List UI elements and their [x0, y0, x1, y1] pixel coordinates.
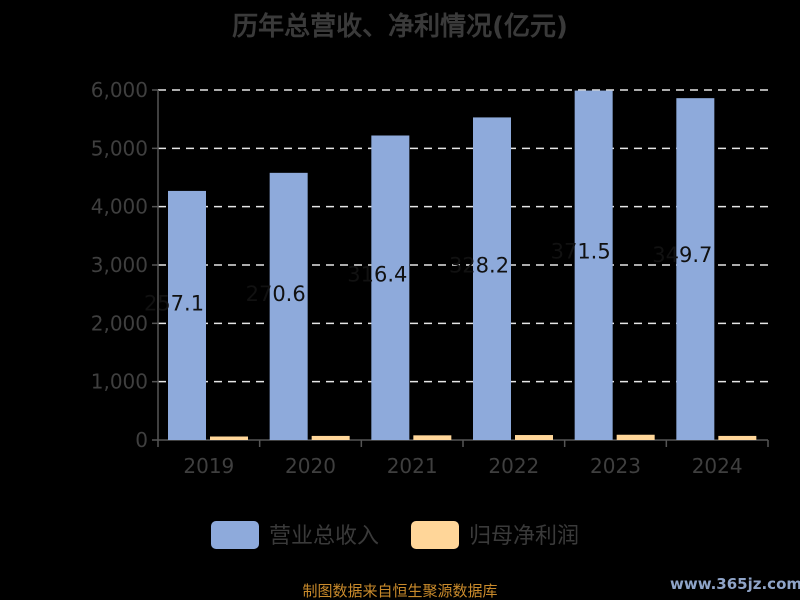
x-tick-label: 2021 — [387, 454, 438, 478]
x-tick-label: 2024 — [692, 454, 743, 478]
data-label-revenue: 371.5 — [551, 239, 611, 263]
bar-net-profit[interactable] — [718, 435, 757, 440]
data-label-revenue: 349.7 — [652, 243, 712, 267]
bar-net-profit[interactable] — [515, 435, 553, 440]
legend: 营业总收入 归母净利润 — [211, 521, 579, 549]
data-source-note: 制图数据来自恒生聚源数据库 — [302, 582, 497, 600]
y-tick-label: 1,000 — [91, 370, 148, 394]
axes: 0 1,000 2,000 3,000 4,000 5,000 6,000 2019 2020 2… — [91, 78, 769, 478]
watermark-text: www.365jz.com — [670, 575, 800, 593]
data-labels: 257.1 270.6 316.4 328.2 371.5 349.7 — [144, 239, 712, 315]
grid-lines — [158, 89, 768, 383]
y-tick-label: 0 — [135, 428, 148, 452]
legend-swatch-revenue — [211, 521, 259, 549]
legend-item-net-profit[interactable]: 归母净利润 — [411, 521, 579, 549]
legend-item-revenue[interactable]: 营业总收入 — [211, 521, 379, 549]
bar-revenue[interactable] — [676, 98, 715, 441]
data-label-revenue: 328.2 — [449, 253, 509, 277]
data-label-revenue: 257.1 — [144, 291, 204, 315]
bar-revenue[interactable] — [473, 117, 511, 441]
x-tick-label: 2020 — [285, 454, 336, 478]
y-tick-label: 3,000 — [91, 253, 148, 277]
x-tick-label: 2019 — [183, 454, 234, 478]
bar-net-profit[interactable] — [616, 434, 655, 440]
bar-net-profit[interactable] — [311, 435, 350, 440]
y-tick-label: 2,000 — [91, 311, 148, 335]
x-tick-label: 2023 — [590, 454, 641, 478]
y-tick-label: 5,000 — [91, 136, 148, 160]
chart-title: 历年总营收、净利情况(亿元) — [232, 11, 568, 42]
bars — [168, 90, 757, 441]
bar-net-profit[interactable] — [413, 435, 452, 440]
bar-revenue[interactable] — [269, 172, 308, 441]
bar-revenue[interactable] — [168, 190, 206, 440]
y-tick-label: 6,000 — [91, 78, 148, 102]
bar-revenue[interactable] — [371, 135, 410, 441]
legend-label-revenue: 营业总收入 — [269, 524, 379, 549]
bar-revenue[interactable] — [574, 90, 613, 440]
x-tick-label: 2022 — [488, 454, 539, 478]
y-tick-label: 4,000 — [91, 195, 148, 219]
bar-net-profit[interactable] — [210, 436, 248, 441]
legend-label-net-profit: 归母净利润 — [469, 524, 579, 549]
data-label-revenue: 270.6 — [246, 282, 306, 306]
legend-swatch-net-profit — [411, 521, 459, 549]
data-label-revenue: 316.4 — [347, 263, 407, 287]
